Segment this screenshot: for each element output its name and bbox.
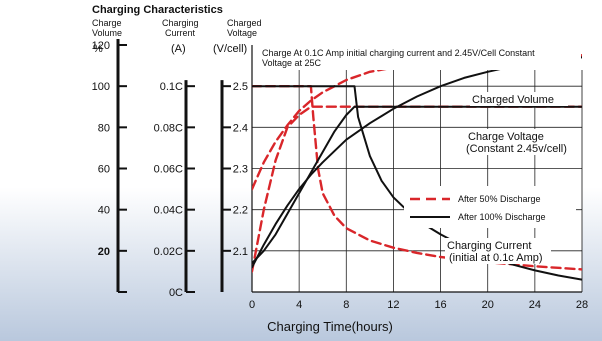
charge-voltage-label-bg: [462, 129, 574, 155]
legend-label-50: After 50% Discharge: [458, 194, 541, 204]
header-charging-current-line1: Charging: [162, 18, 199, 28]
charge-volume-tick-label-4: 40: [98, 205, 110, 217]
voltage-unit-label: (V/cell): [213, 43, 247, 55]
charged-voltage-tick-label-3: 2.2: [233, 205, 248, 217]
x-tick-label-16: 16: [434, 299, 446, 311]
charged-voltage-tick-label-1: 2.4: [233, 122, 248, 134]
charging-current-label-line2: (initial at 0.1c Amp): [449, 252, 543, 264]
x-tick-label-8: 8: [343, 299, 349, 311]
x-tick-label-12: 12: [387, 299, 399, 311]
series-line-100-charge-voltage: [252, 105, 582, 265]
x-tick-label-28: 28: [576, 299, 588, 311]
chart-note-line2: Voltage at 25C: [262, 58, 322, 68]
charged-voltage-tick-label-2: 2.3: [233, 164, 248, 176]
x-tick-label-4: 4: [296, 299, 302, 311]
series-line-50-charging-current: [252, 85, 582, 271]
x-tick-label-20: 20: [482, 299, 494, 311]
x-tick-label-24: 24: [529, 299, 541, 311]
charge-volume-tick-label-2: 80: [98, 122, 110, 134]
charged-volume-label-bg: [470, 92, 568, 106]
header-charged-voltage-line2: Voltage: [227, 28, 257, 38]
charged-volume-label: Charged Volume: [472, 94, 554, 106]
charging-current-label-bg: [445, 238, 551, 264]
charging-current-tick-label-0: 0.1C: [160, 81, 183, 93]
header-charging-current-line2: Current: [165, 28, 196, 38]
header-charged-voltage-line1: Charged: [227, 18, 262, 28]
charging-current-tick-label-3: 0.04C: [154, 205, 183, 217]
charging-current-tick-label-5: 0C: [169, 287, 183, 299]
legend-label-100: After 100% Discharge: [458, 212, 546, 222]
header-charge-volume-line2: Volume: [92, 28, 122, 38]
chart-note-line1: Charge At 0.1C Amp initial charging curr…: [262, 48, 535, 58]
current-unit-label: (A): [171, 43, 186, 55]
x-tick-label-0: 0: [249, 299, 255, 311]
charging-current-tick-label-2: 0.06C: [154, 164, 183, 176]
charging-current-tick-label-4: 0.02C: [154, 246, 183, 258]
note-background: [256, 46, 581, 70]
chart-title: Charging Characteristics: [92, 4, 223, 16]
charging-current-label-line1: Charging Current: [447, 240, 531, 252]
x-axis-label: Charging Time(hours): [267, 319, 393, 334]
charge-voltage-label-line2: (Constant 2.45v/cell): [466, 143, 567, 155]
charge-volume-tick-label-0: 120: [92, 40, 110, 52]
charging-current-tick-label-1: 0.08C: [154, 122, 183, 134]
charge-volume-tick-label-3: 60: [98, 164, 110, 176]
header-charge-volume-line1: Charge: [92, 18, 122, 28]
charge-volume-tick-label-5: 20: [98, 246, 110, 258]
charged-voltage-tick-label-0: 2.5: [233, 81, 248, 93]
legend-background: [404, 186, 576, 228]
charge-volume-tick-label-1: 100: [92, 81, 110, 93]
volume-unit-label: %: [93, 43, 103, 55]
charged-voltage-tick-label-4: 2.1: [233, 246, 248, 258]
chart-note: Charge At 0.1C Amp initial charging curr…: [262, 48, 537, 68]
charge-voltage-label-line1: Charge Voltage: [468, 131, 544, 143]
